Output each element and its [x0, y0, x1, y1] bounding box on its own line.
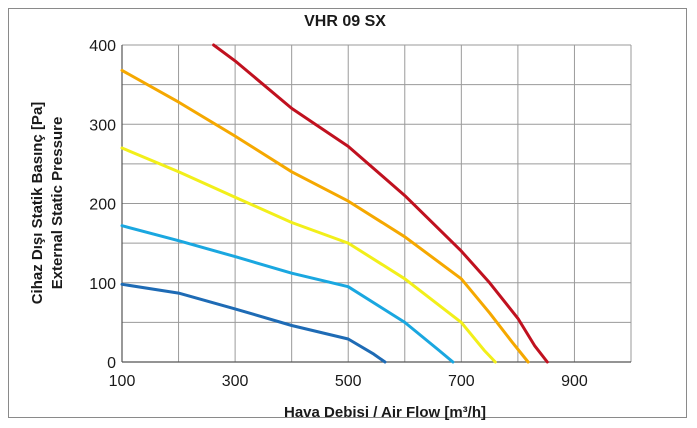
y-tick-label: 400 — [89, 38, 116, 55]
series-group — [120, 43, 549, 364]
chart-title: VHR 09 SX — [304, 13, 386, 30]
x-tick-label: 900 — [561, 373, 588, 390]
x-axis-label: Hava Debisi / Air Flow [m³/h] — [284, 404, 486, 421]
grid — [121, 44, 632, 363]
series-line-2 — [120, 68, 530, 364]
y-tick-label: 100 — [89, 276, 116, 293]
x-tick-label: 500 — [335, 373, 362, 390]
x-tick-label: 700 — [448, 373, 475, 390]
series-line-4 — [120, 224, 455, 364]
series-line-1 — [212, 43, 549, 364]
y-tick-label: 300 — [89, 117, 116, 134]
series-line-3 — [120, 146, 497, 364]
x-tick-label: 300 — [222, 373, 249, 390]
y-tick-label: 200 — [89, 197, 116, 214]
y-axis-label-line-1: Cihaz Dışı Statik Basınç [Pa] — [29, 102, 46, 305]
series-line-5 — [120, 282, 387, 364]
x-tick-label: 100 — [109, 373, 136, 390]
y-tick-label: 0 — [107, 355, 116, 372]
y-axis-label-line-2: External Static Pressure — [49, 117, 66, 290]
